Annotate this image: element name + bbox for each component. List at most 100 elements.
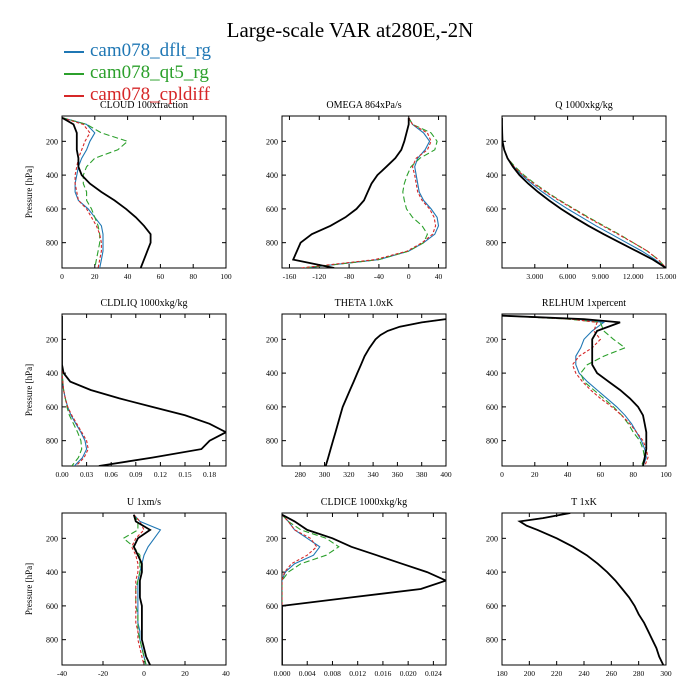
panel-3-ytick-label: 200 xyxy=(486,137,498,146)
panel-6-title: RELHUM 1xpercent xyxy=(542,298,626,309)
panel-3-reference-line xyxy=(502,117,666,268)
panel-9-series-3-line xyxy=(518,513,664,665)
panel-9-reference-line xyxy=(517,513,665,665)
panel-6-series-2-line xyxy=(502,315,646,466)
panel-1-title: CLOUD 100xfraction xyxy=(100,100,188,111)
legend-label-cpldiff: cam078_cpldiff xyxy=(90,84,210,105)
panel-4-xtick-label: 0.09 xyxy=(129,470,142,479)
panel-9-series-2-line xyxy=(518,513,664,665)
panel-4-ytick-label: 800 xyxy=(46,437,58,446)
panel-7-ytick-label: 800 xyxy=(46,636,58,645)
panel-3-xtick-label: 12.000 xyxy=(623,272,644,281)
panel-8-xtick-label: 0.024 xyxy=(425,669,442,678)
panel-7-ytick-label: 600 xyxy=(46,602,58,611)
panel-7-ytick-label: 200 xyxy=(46,534,58,543)
panel-3-xtick-label: 9.000 xyxy=(592,272,609,281)
panel-9-xtick-label: 220 xyxy=(551,669,563,678)
panel-4-xtick-label: 0.03 xyxy=(80,470,93,479)
panel-3-title: Q 1000xkg/kg xyxy=(555,100,613,111)
panel-1-ytick-label: 600 xyxy=(46,205,58,214)
panel-6-ytick-label: 800 xyxy=(486,437,498,446)
panel-6-xtick-label: 60 xyxy=(597,470,605,479)
panel-8-xtick-label: 0.004 xyxy=(299,669,316,678)
panel-8-xtick-label: 0.020 xyxy=(400,669,417,678)
panel-3-series-3-line xyxy=(502,117,666,268)
panel-9-xtick-label: 200 xyxy=(524,669,536,678)
panel-1-xtick-label: 40 xyxy=(124,272,132,281)
panel-6-xtick-label: 0 xyxy=(500,470,504,479)
legend-swatch-cpldiff xyxy=(64,94,84,97)
panel-5-ytick-label: 200 xyxy=(266,335,278,344)
panel-2-series-3-line xyxy=(300,117,437,268)
panel-1-xtick-label: 80 xyxy=(189,272,197,281)
panel-9-series-1-line xyxy=(518,513,664,665)
panel-3-xtick-label: 15.000 xyxy=(656,272,677,281)
panel-5-xtick-label: 400 xyxy=(440,470,452,479)
panel-4-ytick-label: 600 xyxy=(46,403,58,412)
panel-8-xtick-label: 0.012 xyxy=(349,669,366,678)
panel-4-frame xyxy=(61,313,227,467)
panel-4-xtick-label: 0.00 xyxy=(55,470,68,479)
legend-item-qt5: cam078_qt5_rg xyxy=(64,62,209,84)
legend-item-cpldiff: cam078_cpldiff xyxy=(64,84,210,106)
panel-3-frame xyxy=(501,115,667,269)
panel-2-title: OMEGA 864xPa/s xyxy=(326,100,401,111)
panel-4-reference-line xyxy=(62,315,226,466)
panel-1-series-2-line xyxy=(62,117,129,268)
legend-item-dflt: cam078_dflt_rg xyxy=(64,40,211,62)
panel-7-series-2-line xyxy=(122,514,147,665)
panel-6-series-3-line xyxy=(502,315,649,466)
panel-5-ytick-label: 600 xyxy=(266,403,278,412)
panel-8-title: CLDICE 1000xkg/kg xyxy=(321,497,407,508)
panel-4-ylabel: Pressure [hPa] xyxy=(24,364,34,416)
panel-7-title: U 1xm/s xyxy=(127,497,161,508)
panel-2-reference-line xyxy=(291,117,410,268)
panel-5-xtick-label: 280 xyxy=(295,470,307,479)
panel-3-ytick-label: 800 xyxy=(486,239,498,248)
legend-label-dflt: cam078_dflt_rg xyxy=(90,40,212,61)
panel-7-xtick-label: 40 xyxy=(222,669,230,678)
panel-6-ytick-label: 400 xyxy=(486,369,498,378)
panel-6-ytick-label: 600 xyxy=(486,403,498,412)
panel-5-xtick-label: 360 xyxy=(392,470,404,479)
legend-label-qt5: cam078_qt5_rg xyxy=(90,62,209,83)
panel-7-xtick-label: -40 xyxy=(57,669,67,678)
panel-5-series-1-line xyxy=(325,318,446,466)
panel-6-series-1-line xyxy=(502,315,647,466)
panel-5-ytick-label: 800 xyxy=(266,437,278,446)
panel-2-xtick-label: 0 xyxy=(407,272,411,281)
panel-4-series-3-line xyxy=(62,315,89,466)
panel-9-xtick-label: 240 xyxy=(578,669,590,678)
panel-8-ytick-label: 200 xyxy=(266,534,278,543)
panel-1-xtick-label: 20 xyxy=(91,272,99,281)
panel-1-ytick-label: 400 xyxy=(46,171,58,180)
panel-6-xtick-label: 80 xyxy=(629,470,637,479)
panel-1-xtick-label: 100 xyxy=(220,272,232,281)
panel-9-ytick-label: 800 xyxy=(486,636,498,645)
panel-3-xtick-label: 6.000 xyxy=(559,272,576,281)
panel-5-xtick-label: 320 xyxy=(343,470,355,479)
panel-9-title: T 1xK xyxy=(571,497,597,508)
panel-3-ytick-label: 600 xyxy=(486,205,498,214)
panel-8-ytick-label: 800 xyxy=(266,636,278,645)
panel-2-xtick-label: -80 xyxy=(344,272,354,281)
legend-swatch-qt5 xyxy=(64,72,84,75)
panel-8-ytick-label: 400 xyxy=(266,568,278,577)
panel-9-xtick-label: 280 xyxy=(633,669,645,678)
panel-2-xtick-label: -120 xyxy=(312,272,326,281)
panel-9-ytick-label: 200 xyxy=(486,534,498,543)
panel-7-ylabel: Pressure [hPa] xyxy=(24,563,34,615)
panel-8-series-3-line xyxy=(282,514,318,665)
panel-5-xtick-label: 300 xyxy=(319,470,331,479)
panel-2-frame xyxy=(281,115,447,269)
panel-7-xtick-label: 20 xyxy=(181,669,189,678)
panel-4-ytick-label: 200 xyxy=(46,335,58,344)
panel-9-ytick-label: 400 xyxy=(486,568,498,577)
panel-5-series-2-line xyxy=(325,318,446,466)
panel-2-series-1-line xyxy=(304,117,440,268)
panel-2-xtick-label: -160 xyxy=(283,272,297,281)
legend-swatch-dflt xyxy=(64,50,84,53)
panel-2-ytick-label: 200 xyxy=(266,137,278,146)
panel-7-xtick-label: -20 xyxy=(98,669,108,678)
panel-4-series-1-line xyxy=(62,315,88,466)
